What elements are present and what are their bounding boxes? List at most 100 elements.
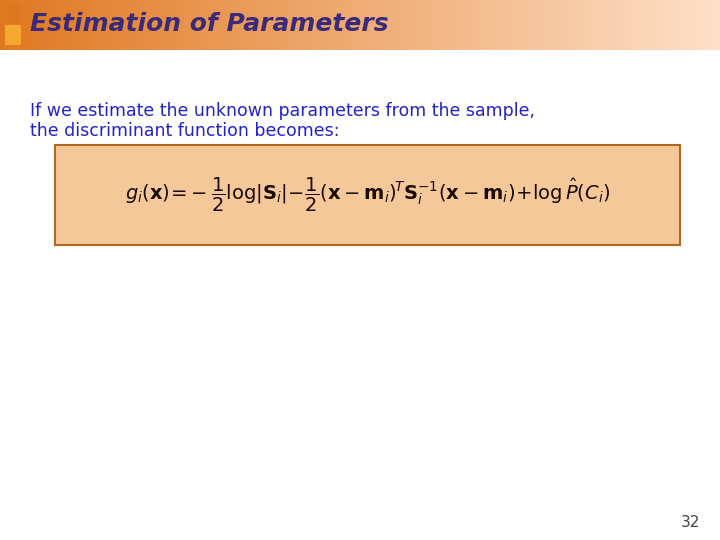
Bar	[688, 0, 692, 50]
Bar	[533, 0, 537, 50]
Bar	[389, 0, 393, 50]
Bar	[18, 0, 22, 50]
Bar	[133, 0, 138, 50]
Bar	[680, 0, 685, 50]
Bar	[583, 0, 588, 50]
Bar	[662, 0, 667, 50]
Bar	[169, 0, 174, 50]
Bar	[137, 0, 141, 50]
Bar	[140, 0, 145, 50]
Bar	[360, 0, 364, 50]
Text: If we estimate the unknown parameters from the sample,: If we estimate the unknown parameters fr…	[30, 102, 535, 120]
Bar	[454, 0, 458, 50]
Bar	[594, 0, 598, 50]
Bar	[684, 0, 688, 50]
Bar	[212, 0, 217, 50]
Bar	[187, 0, 192, 50]
Bar	[299, 0, 303, 50]
Bar	[162, 0, 166, 50]
Bar	[569, 0, 573, 50]
Bar	[202, 0, 206, 50]
Bar	[410, 0, 415, 50]
Bar	[68, 0, 73, 50]
Bar	[284, 0, 289, 50]
Bar	[94, 0, 98, 50]
Bar	[230, 0, 235, 50]
Bar	[598, 0, 602, 50]
Bar	[0, 0, 4, 50]
Bar	[630, 0, 634, 50]
Bar	[482, 0, 487, 50]
Bar	[220, 0, 224, 50]
Bar	[472, 0, 476, 50]
Bar	[497, 0, 501, 50]
Bar	[695, 0, 699, 50]
Bar	[709, 0, 714, 50]
Bar	[655, 0, 660, 50]
Bar	[266, 0, 271, 50]
Bar	[112, 0, 116, 50]
Bar	[511, 0, 516, 50]
Bar	[320, 0, 325, 50]
Bar	[227, 0, 231, 50]
Bar	[576, 0, 580, 50]
Bar	[587, 0, 591, 50]
Bar	[335, 0, 339, 50]
Bar	[572, 0, 577, 50]
Bar	[241, 0, 246, 50]
Bar	[702, 0, 706, 50]
Bar	[637, 0, 642, 50]
Bar	[461, 0, 465, 50]
Bar	[475, 0, 480, 50]
Bar	[158, 0, 163, 50]
Bar	[382, 0, 386, 50]
Bar	[500, 0, 505, 50]
Bar	[216, 0, 220, 50]
Bar	[551, 0, 555, 50]
Text: the discriminant function becomes:: the discriminant function becomes:	[30, 122, 340, 140]
Bar	[76, 0, 80, 50]
Bar	[25, 0, 30, 50]
Bar	[644, 0, 649, 50]
Bar	[713, 0, 717, 50]
Bar	[554, 0, 559, 50]
Bar	[371, 0, 375, 50]
Bar	[439, 0, 444, 50]
Bar	[392, 0, 397, 50]
Bar	[238, 0, 242, 50]
Bar	[670, 0, 674, 50]
Bar	[252, 0, 256, 50]
Bar	[223, 0, 228, 50]
Bar	[65, 0, 69, 50]
Text: 32: 32	[680, 515, 700, 530]
Bar	[5, 4, 21, 24]
Bar	[418, 0, 422, 50]
Bar	[11, 0, 15, 50]
Bar	[590, 0, 595, 50]
Bar	[446, 0, 451, 50]
Bar	[464, 0, 469, 50]
Bar	[180, 0, 184, 50]
Bar	[7, 0, 12, 50]
Bar	[248, 0, 253, 50]
Bar	[414, 0, 418, 50]
Bar	[443, 0, 447, 50]
Bar	[342, 0, 346, 50]
Bar	[130, 0, 134, 50]
Bar	[565, 0, 570, 50]
Bar	[457, 0, 462, 50]
Bar	[328, 0, 332, 50]
Bar	[234, 0, 238, 50]
Bar	[166, 0, 170, 50]
Bar	[263, 0, 267, 50]
Bar	[324, 0, 328, 50]
Bar	[634, 0, 638, 50]
Bar	[43, 0, 48, 50]
Bar	[338, 0, 343, 50]
Bar	[558, 0, 562, 50]
Bar	[97, 0, 102, 50]
Bar	[536, 0, 541, 50]
Bar	[22, 0, 26, 50]
Bar	[259, 0, 264, 50]
Bar	[173, 0, 177, 50]
